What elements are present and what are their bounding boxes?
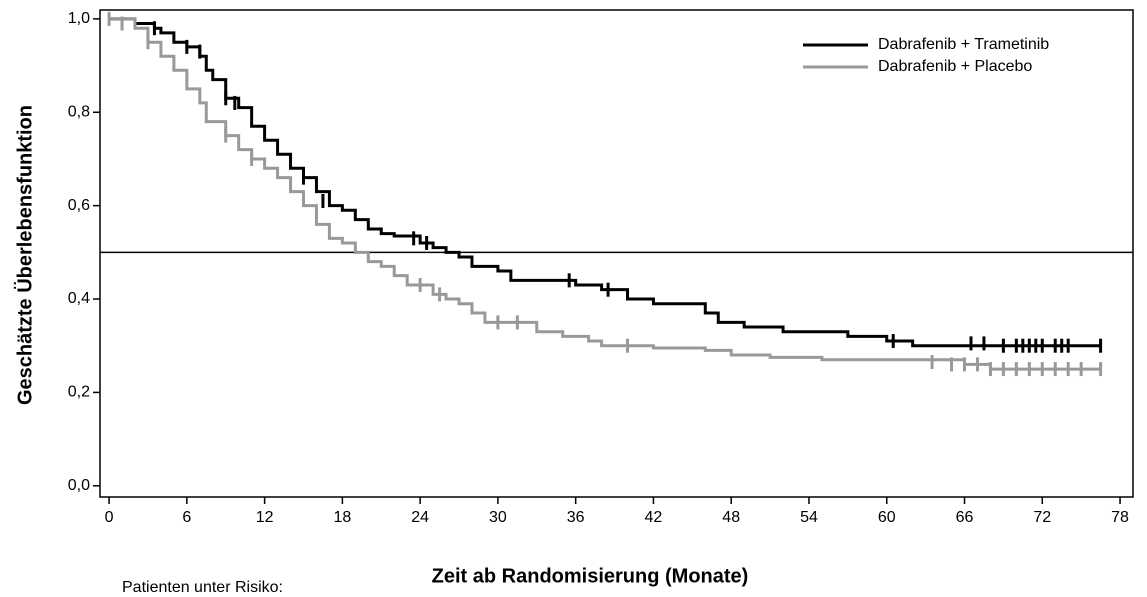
risk-note: Patienten unter Risiko: bbox=[122, 579, 283, 596]
survival-curve bbox=[109, 17, 1101, 371]
x-tick-label: 66 bbox=[956, 509, 974, 526]
y-tick-label: 1,0 bbox=[68, 10, 90, 27]
x-tick-label: 18 bbox=[333, 509, 351, 526]
plot-frame bbox=[99, 9, 1134, 498]
x-tick-label: 60 bbox=[878, 509, 896, 526]
x-tick-label: 72 bbox=[1033, 509, 1051, 526]
x-tick-label: 54 bbox=[800, 509, 818, 526]
y-tick-label: 0,0 bbox=[68, 477, 90, 494]
x-tick-label: 12 bbox=[256, 509, 274, 526]
y-axis-title: Geschätzte Überlebensfunktion bbox=[13, 105, 36, 405]
y-tick-label: 0,8 bbox=[68, 103, 90, 120]
y-tick-label: 0,4 bbox=[68, 290, 90, 307]
x-tick-label: 48 bbox=[722, 509, 740, 526]
x-tick-label: 30 bbox=[489, 509, 507, 526]
legend-label: Dabrafenib + Trametinib bbox=[878, 36, 1049, 53]
x-tick-label: 78 bbox=[1111, 509, 1129, 526]
survival-curve bbox=[109, 17, 1101, 348]
x-tick-label: 42 bbox=[645, 509, 663, 526]
y-tick-label: 0,6 bbox=[68, 197, 90, 214]
x-tick-label: 0 bbox=[105, 509, 114, 526]
x-tick-label: 6 bbox=[182, 509, 191, 526]
x-tick-label: 36 bbox=[567, 509, 585, 526]
legend-label: Dabrafenib + Placebo bbox=[878, 58, 1032, 75]
y-tick-label: 0,2 bbox=[68, 384, 90, 401]
x-tick-label: 24 bbox=[411, 509, 429, 526]
x-axis-title: Zeit ab Randomisierung (Monate) bbox=[432, 565, 749, 587]
